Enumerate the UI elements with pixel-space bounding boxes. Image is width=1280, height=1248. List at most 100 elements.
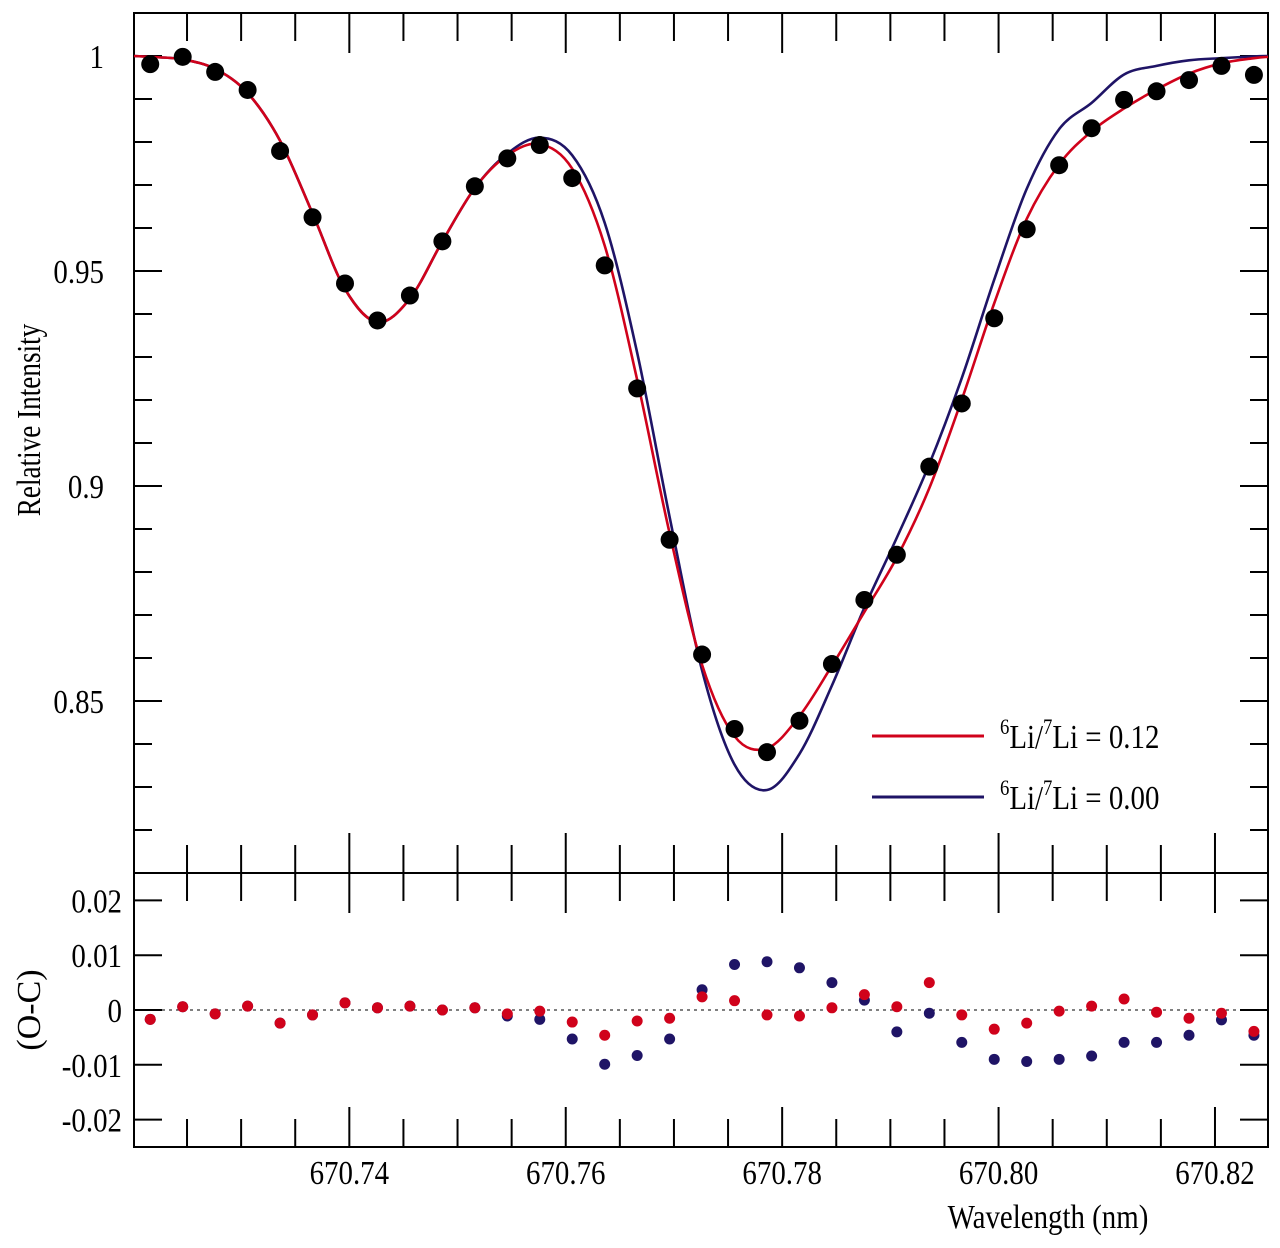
residual-point-1 xyxy=(923,977,935,989)
residual-point-0 xyxy=(729,959,741,971)
residual-point-1 xyxy=(761,1009,773,1021)
residual-point-1 xyxy=(144,1013,156,1025)
y-axis-label-upper: Relative Intensity xyxy=(10,323,48,516)
residual-point-1 xyxy=(1215,1007,1227,1019)
residual-point-1 xyxy=(1248,1025,1260,1037)
residual-point-0 xyxy=(1118,1036,1130,1048)
observed-point xyxy=(660,530,679,549)
observed-point xyxy=(1244,65,1263,84)
observed-point xyxy=(433,232,452,251)
observed-point xyxy=(725,719,744,738)
residual-point-0 xyxy=(631,1049,643,1061)
observed-point xyxy=(985,309,1004,328)
observed-point xyxy=(822,655,841,674)
residual-point-0 xyxy=(891,1026,903,1038)
upper-panel: 0.85 0.9 0.95 1 xyxy=(53,12,1269,913)
observed-point xyxy=(887,545,906,564)
residual-point-0 xyxy=(956,1036,968,1048)
observed-point xyxy=(952,394,971,413)
residual-point-1 xyxy=(1053,1005,1065,1017)
y-tick-label: 1 xyxy=(90,38,104,76)
observed-point xyxy=(465,177,484,196)
y-tick-label: 0.01 xyxy=(71,937,122,975)
observed-point xyxy=(790,711,809,730)
y-axis-label-lower: (O-C) xyxy=(11,969,48,1050)
observed-point xyxy=(173,47,192,66)
model-curve-1 xyxy=(133,54,1269,792)
observed-point xyxy=(271,142,290,161)
observed-point xyxy=(336,274,355,293)
residual-point-1 xyxy=(1021,1017,1033,1029)
residual-point-0 xyxy=(1183,1029,1195,1041)
residual-point-1 xyxy=(307,1009,319,1021)
residual-point-0 xyxy=(1086,1050,1098,1062)
observed-point xyxy=(595,256,614,275)
observed-point xyxy=(1212,56,1231,75)
residual-point-1 xyxy=(436,1004,448,1016)
residual-point-1 xyxy=(956,1009,968,1021)
x-tick-label: 670.82 xyxy=(1175,1154,1254,1192)
residual-point-0 xyxy=(566,1033,578,1045)
observed-point xyxy=(1180,71,1199,90)
residual-point-1 xyxy=(1086,1000,1098,1012)
residual-point-1 xyxy=(599,1029,611,1041)
y-tick-label: 0.02 xyxy=(71,882,122,920)
residual-point-1 xyxy=(177,1001,189,1013)
observed-point xyxy=(530,136,549,155)
observed-point xyxy=(920,457,939,476)
residual-point-1 xyxy=(696,991,708,1003)
residual-point-1 xyxy=(501,1008,513,1020)
x-tick-label: 670.74 xyxy=(310,1154,390,1192)
residual-point-0 xyxy=(1021,1056,1033,1068)
residual-point-1 xyxy=(729,995,741,1007)
x-tick-label: 670.80 xyxy=(959,1154,1038,1192)
observed-point xyxy=(1082,119,1101,138)
residual-point-1 xyxy=(339,997,351,1009)
observed-point xyxy=(693,645,712,664)
x-axis-label: Wavelength (nm) xyxy=(948,1198,1149,1236)
observed-point xyxy=(498,149,517,168)
x-tick-label: 670.76 xyxy=(526,1154,605,1192)
residual-point-0 xyxy=(826,977,838,989)
y-tick-label: 0.95 xyxy=(53,253,104,291)
residual-point-1 xyxy=(858,989,870,1001)
residual-point-1 xyxy=(242,1000,254,1012)
observed-point xyxy=(238,80,257,99)
observed-point xyxy=(303,208,322,227)
residual-point-0 xyxy=(664,1033,676,1045)
residual-point-1 xyxy=(1151,1006,1163,1018)
y-tick-label: 0.85 xyxy=(53,683,104,721)
x-tick-label: 670.78 xyxy=(742,1154,821,1192)
legend-label-0.00: 6Li/7Li = 0.00 xyxy=(1000,777,1159,817)
residual-point-1 xyxy=(1118,993,1130,1005)
observed-point xyxy=(1115,90,1134,109)
y-tick-label: -0.02 xyxy=(62,1101,122,1139)
residual-point-0 xyxy=(599,1058,611,1070)
model-curve-0 xyxy=(133,54,1269,752)
residual-point-1 xyxy=(826,1002,838,1014)
residual-point-0 xyxy=(988,1053,1000,1065)
residual-point-1 xyxy=(988,1023,1000,1035)
residual-point-1 xyxy=(664,1012,676,1024)
residual-point-1 xyxy=(274,1017,286,1029)
observed-point xyxy=(400,286,419,305)
observed-point xyxy=(855,590,874,609)
residual-point-1 xyxy=(371,1002,383,1014)
y-tick-label: 0 xyxy=(108,992,122,1030)
legend: 6Li/7Li = 0.12 6Li/7Li = 0.00 xyxy=(872,716,1159,817)
residual-point-0 xyxy=(1053,1053,1065,1065)
residual-point-0 xyxy=(923,1007,935,1019)
observed-point xyxy=(563,169,582,188)
observed-point xyxy=(758,743,777,762)
residual-point-1 xyxy=(1183,1012,1195,1024)
residual-point-0 xyxy=(1151,1036,1163,1048)
observed-point xyxy=(1050,156,1069,175)
observed-point xyxy=(141,55,160,74)
residual-point-1 xyxy=(631,1015,643,1027)
observed-point xyxy=(1017,220,1036,239)
observed-point xyxy=(628,379,647,398)
residual-point-1 xyxy=(793,1010,805,1022)
residual-point-1 xyxy=(534,1005,546,1017)
observed-point xyxy=(206,62,225,81)
